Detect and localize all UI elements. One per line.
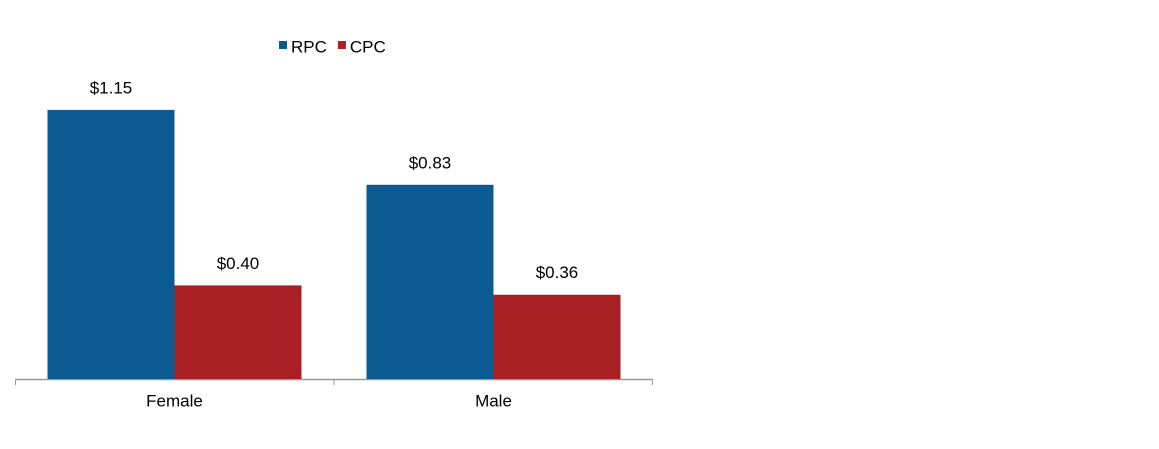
bar xyxy=(493,294,621,379)
legend-label: CPC xyxy=(350,37,386,56)
legend-swatch xyxy=(279,41,287,49)
legend-swatch xyxy=(337,41,346,49)
data-label: $0.83 xyxy=(409,153,452,172)
bar xyxy=(47,109,175,380)
bar xyxy=(174,285,302,379)
x-tick-label: Female xyxy=(146,391,203,410)
bar xyxy=(366,184,494,379)
legend-label: RPC xyxy=(291,37,327,56)
x-tick-label: Male xyxy=(475,391,512,410)
data-label: $0.40 xyxy=(217,254,260,273)
data-label: $0.36 xyxy=(536,263,579,282)
data-label: $1.15 xyxy=(90,78,133,97)
